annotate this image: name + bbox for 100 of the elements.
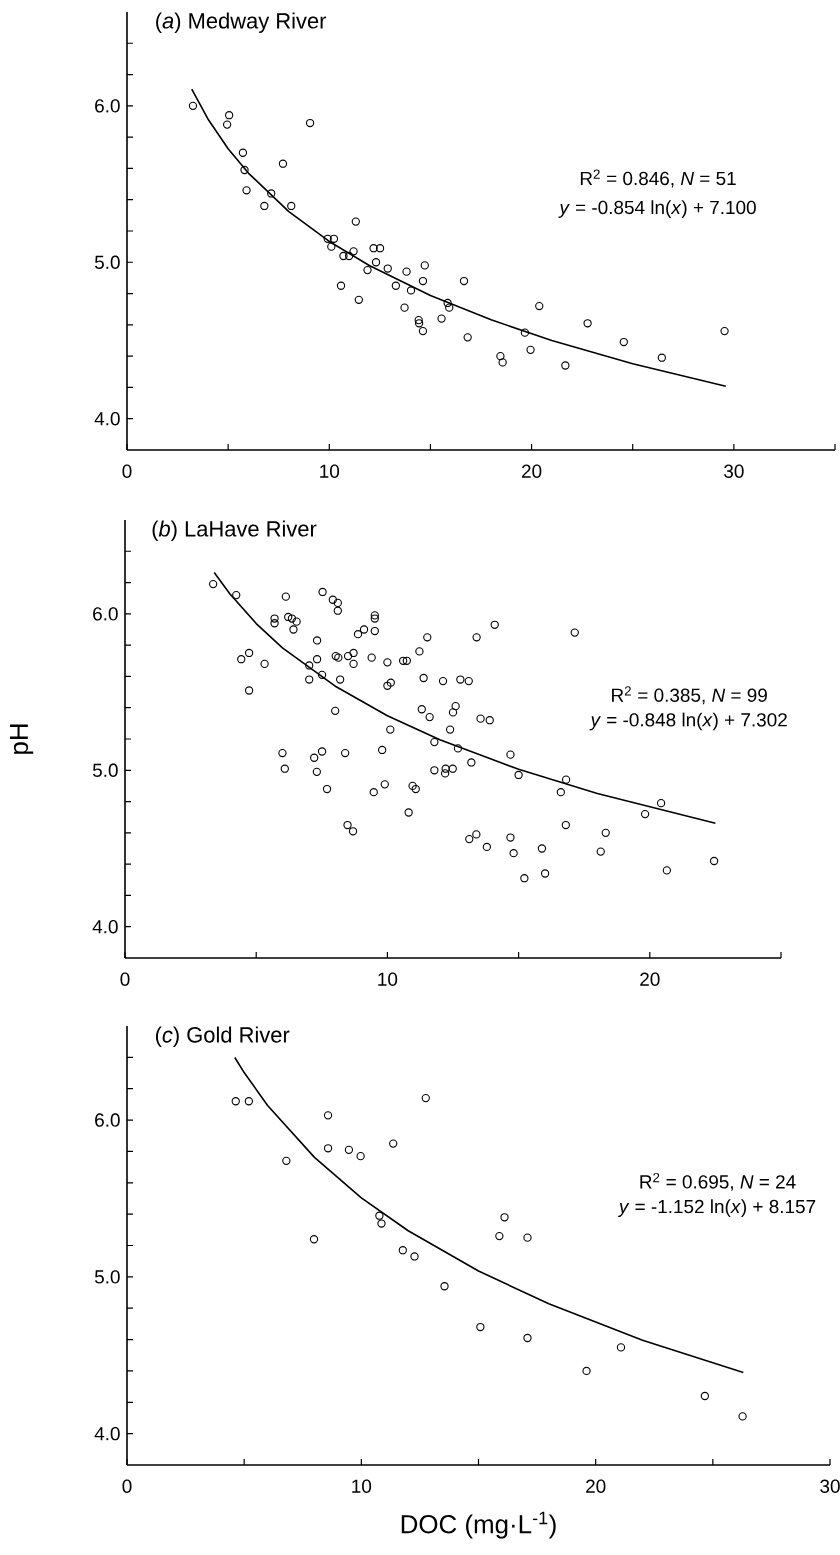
point bbox=[260, 201, 269, 211]
point bbox=[339, 251, 348, 261]
point bbox=[410, 1252, 419, 1261]
point bbox=[323, 1144, 333, 1153]
y-tick-label: 5.0 bbox=[94, 255, 120, 269]
point bbox=[616, 1343, 626, 1352]
point bbox=[225, 111, 234, 120]
point bbox=[278, 159, 288, 168]
point bbox=[523, 1333, 532, 1343]
point bbox=[267, 189, 276, 198]
point bbox=[398, 1246, 407, 1255]
annotation: R$^{2}$ = 0.695, N = 24 bbox=[640, 1172, 796, 1191]
point bbox=[738, 1412, 747, 1421]
point bbox=[523, 1233, 532, 1242]
annotation: y = -0.854 ln(x) + 7.100 bbox=[558, 200, 756, 218]
point bbox=[336, 281, 346, 290]
point bbox=[582, 1366, 591, 1376]
x-axis-title: DOC (mg·L$^{-1}$) bbox=[401, 1511, 556, 1539]
x-tick-label: 20 bbox=[640, 972, 660, 986]
point bbox=[222, 120, 232, 129]
point bbox=[583, 319, 592, 328]
point bbox=[495, 1231, 504, 1241]
point bbox=[720, 326, 729, 336]
point bbox=[400, 303, 409, 312]
point bbox=[375, 244, 385, 253]
x-tick-label: 0 bbox=[122, 1479, 132, 1493]
point bbox=[282, 1156, 291, 1165]
point bbox=[406, 286, 416, 295]
annotation: y = -0.848 ln(x) + 7.302 bbox=[589, 712, 787, 731]
chart-title: (c) Gold River bbox=[155, 1026, 290, 1047]
point bbox=[323, 234, 332, 243]
y-tick-label: 4.0 bbox=[94, 412, 120, 426]
point bbox=[377, 1219, 386, 1228]
point bbox=[414, 319, 424, 328]
x-tick-label: 30 bbox=[724, 464, 744, 478]
point bbox=[383, 264, 392, 273]
x-tick-label: 10 bbox=[378, 972, 398, 986]
y-tick-label: 4.0 bbox=[94, 1426, 120, 1441]
point bbox=[238, 148, 248, 157]
point bbox=[535, 301, 544, 311]
annotation: y = -1.152 ln(x) + 8.157 bbox=[617, 1199, 816, 1217]
point bbox=[498, 358, 507, 367]
y-tick-label: 5.0 bbox=[94, 1270, 120, 1284]
point bbox=[287, 201, 296, 211]
x-tick-label: 0 bbox=[120, 972, 130, 986]
y-tick-label: 5.0 bbox=[92, 763, 118, 777]
x-tick-label: 10 bbox=[352, 1479, 372, 1493]
point bbox=[414, 316, 423, 325]
point bbox=[421, 1093, 430, 1103]
point bbox=[520, 328, 530, 337]
x-tick-label: 20 bbox=[586, 1479, 606, 1493]
point bbox=[244, 1097, 254, 1106]
point bbox=[619, 337, 628, 347]
point bbox=[443, 298, 452, 308]
point bbox=[700, 1391, 710, 1401]
point bbox=[231, 1097, 240, 1106]
x-tick-label: 30 bbox=[820, 1479, 840, 1493]
point bbox=[188, 101, 198, 110]
point bbox=[344, 251, 354, 261]
chart-title: (b) LaHave River bbox=[152, 520, 317, 541]
point bbox=[242, 186, 251, 195]
y-axis-title: pH bbox=[10, 724, 34, 754]
point bbox=[369, 244, 378, 253]
point bbox=[363, 265, 372, 275]
point bbox=[309, 1235, 319, 1244]
point bbox=[389, 1139, 398, 1148]
point bbox=[323, 1111, 333, 1120]
x-tick-label: 10 bbox=[320, 464, 340, 478]
point bbox=[418, 326, 428, 336]
point bbox=[402, 267, 411, 276]
point bbox=[420, 261, 429, 270]
point bbox=[240, 165, 249, 175]
point bbox=[500, 1213, 509, 1222]
point bbox=[437, 314, 446, 323]
point bbox=[356, 1151, 365, 1161]
point bbox=[463, 333, 472, 342]
annotation: R$^{2}$ = 0.385, N = 99 bbox=[612, 686, 767, 705]
point bbox=[354, 295, 363, 304]
chart-title: (a) Medway River bbox=[156, 12, 327, 33]
x-tick-label: 0 bbox=[122, 464, 132, 478]
point bbox=[440, 1282, 449, 1291]
point bbox=[418, 276, 428, 286]
point bbox=[561, 361, 570, 370]
point bbox=[371, 258, 381, 267]
y-tick-label: 4.0 bbox=[92, 920, 118, 934]
point bbox=[496, 351, 505, 361]
point bbox=[476, 1322, 485, 1332]
point bbox=[391, 281, 400, 290]
annotation: R$^{2}$ = 0.846, N = 51 bbox=[580, 169, 736, 188]
y-tick-label: 6.0 bbox=[93, 607, 118, 621]
point bbox=[351, 217, 360, 226]
point bbox=[526, 345, 535, 355]
point bbox=[344, 1145, 354, 1155]
y-tick-label: 6.0 bbox=[95, 99, 120, 113]
point bbox=[329, 234, 339, 243]
point bbox=[445, 303, 454, 312]
x-tick-label: 20 bbox=[522, 464, 542, 478]
point bbox=[327, 242, 336, 251]
point bbox=[349, 247, 358, 256]
point bbox=[305, 118, 315, 128]
